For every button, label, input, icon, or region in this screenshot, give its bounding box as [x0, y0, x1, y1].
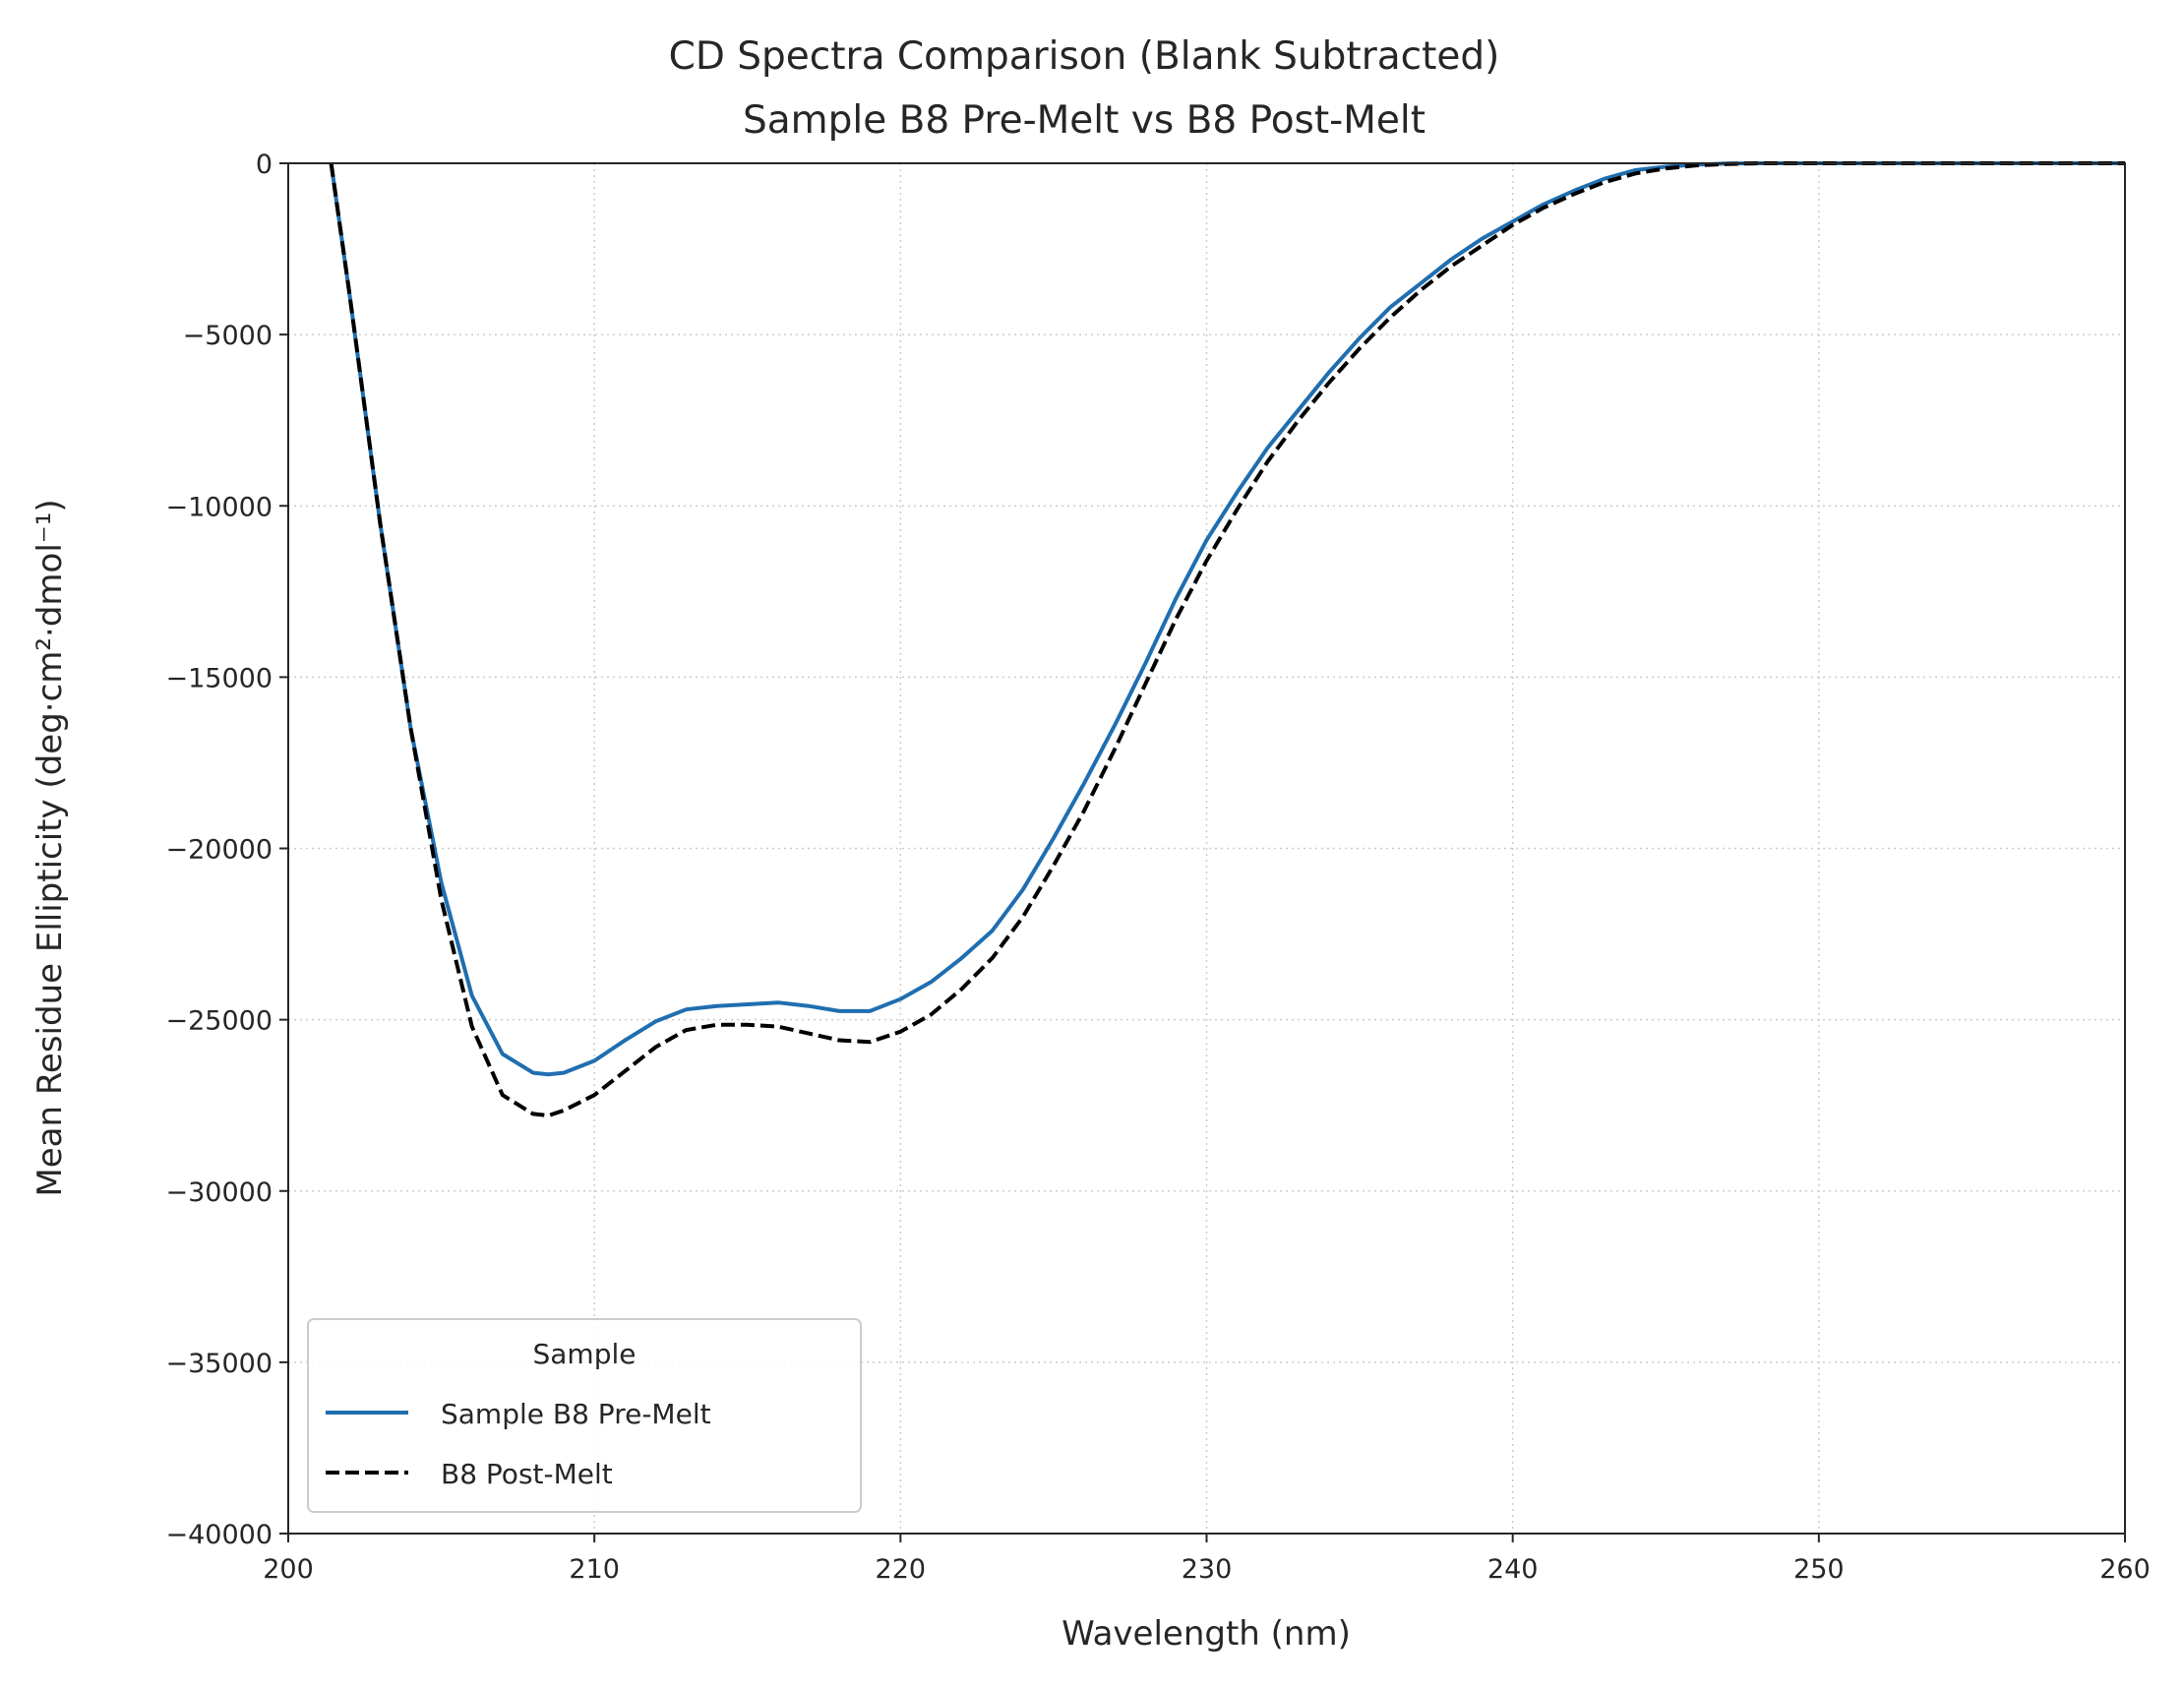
chart-title: CD Spectra Comparison (Blank Subtracted) — [669, 34, 1500, 79]
chart-subtitle: Sample B8 Pre-Melt vs B8 Post-Melt — [743, 98, 1426, 143]
x-axis-label: Wavelength (nm) — [1062, 1614, 1351, 1654]
y-tick-label: −15000 — [165, 663, 273, 693]
x-tick-label: 200 — [263, 1554, 314, 1585]
x-tick-label: 220 — [876, 1554, 927, 1585]
x-tick-label: 250 — [1793, 1554, 1845, 1585]
y-tick-label: −10000 — [165, 492, 273, 522]
legend-box — [307, 1318, 862, 1513]
series-line-post-melt — [329, 161, 2125, 1118]
legend-label-post-melt: B8 Post-Melt — [441, 1458, 613, 1490]
x-axis: 200 210 220 230 240 250 260 — [263, 1534, 2151, 1585]
legend-title: Sample — [533, 1338, 637, 1370]
x-tick-label: 240 — [1487, 1554, 1539, 1585]
legend: Sample Sample B8 Pre-Melt B8 Post-Melt — [307, 1318, 862, 1513]
series-line-pre-melt — [329, 161, 2125, 1077]
x-tick-label: 260 — [2099, 1554, 2151, 1585]
y-tick-label: −5000 — [183, 321, 273, 351]
legend-label-pre-melt: Sample B8 Pre-Melt — [441, 1398, 711, 1430]
y-tick-label: −25000 — [165, 1006, 273, 1037]
grid — [288, 163, 2125, 1534]
y-tick-label: −35000 — [165, 1349, 273, 1379]
y-tick-label: −30000 — [165, 1177, 273, 1208]
x-tick-label: 230 — [1182, 1554, 1233, 1585]
series-layer — [329, 161, 2125, 1118]
y-tick-label: −40000 — [165, 1520, 273, 1550]
y-axis: 0 −5000 −10000 −15000 −20000 −25000 −30000 −350… — [165, 150, 288, 1550]
y-axis-label: Mean Residue Ellipticity (deg·cm²·dmol⁻¹… — [30, 499, 70, 1196]
y-tick-label: 0 — [256, 150, 273, 180]
x-tick-label: 210 — [569, 1554, 620, 1585]
y-tick-label: −20000 — [165, 835, 273, 866]
